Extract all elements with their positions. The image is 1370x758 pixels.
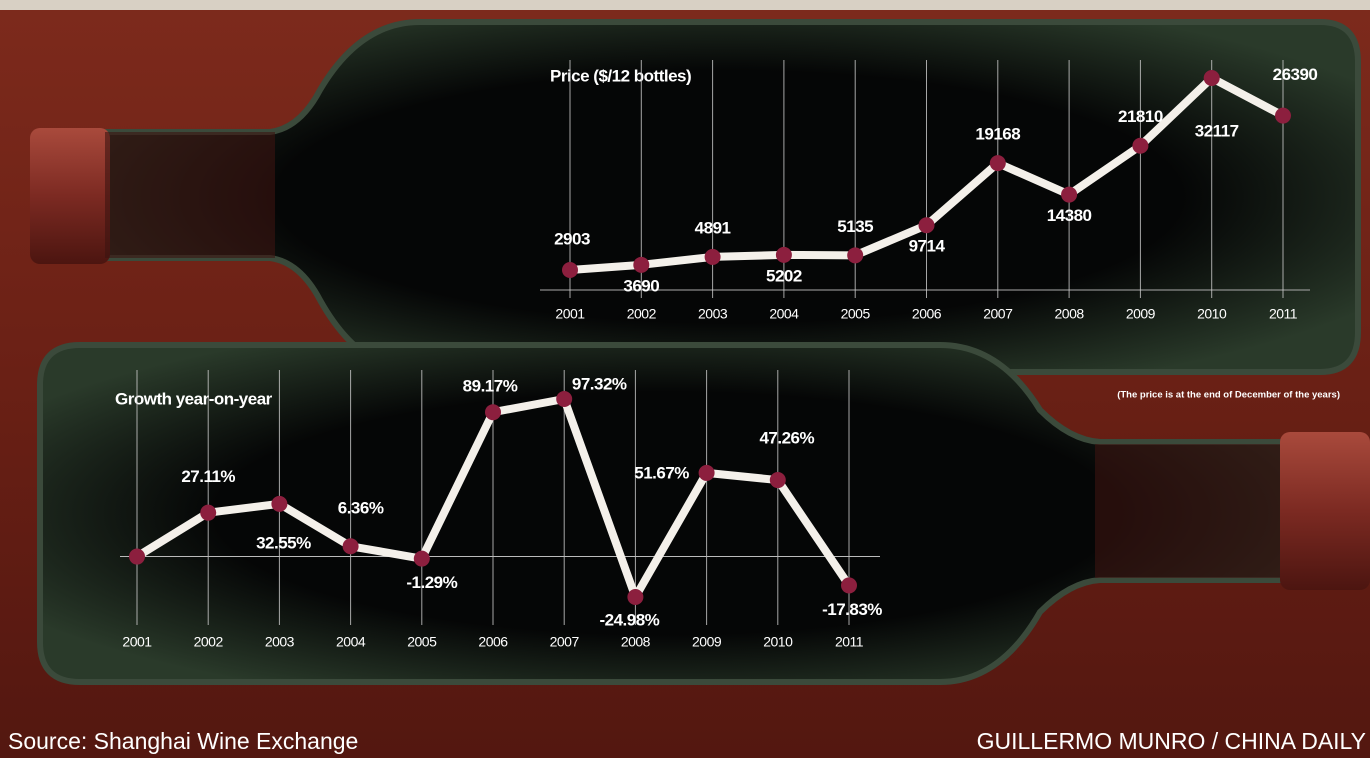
x-tick-label: 2005	[841, 306, 871, 322]
x-tick-label: 2001	[122, 634, 152, 650]
x-tick-label: 2009	[692, 634, 722, 650]
source: Source: Shanghai Wine Exchange	[8, 728, 358, 754]
data-label: 27.11%	[181, 467, 235, 486]
data-point	[342, 538, 359, 555]
data-label: -24.98%	[599, 610, 659, 629]
credit: GUILLERMO MUNRO / CHINA DAILY	[977, 728, 1366, 754]
x-tick-label: 2007	[550, 634, 580, 650]
data-point	[989, 155, 1006, 172]
data-point	[556, 391, 573, 407]
data-point	[775, 246, 792, 263]
x-tick-label: 2002	[194, 634, 224, 650]
data-label: 3690	[623, 276, 659, 295]
data-point	[627, 589, 644, 605]
x-tick-label: 2008	[1055, 306, 1085, 322]
x-tick-label: 2011	[1269, 306, 1298, 322]
x-tick-label: 2006	[478, 634, 508, 650]
x-tick-label: 2010	[763, 634, 793, 650]
data-point	[129, 548, 145, 565]
data-point	[1132, 137, 1149, 154]
data-point	[698, 464, 715, 481]
data-label: -17.83%	[822, 600, 882, 619]
data-label: 32117	[1195, 121, 1239, 140]
data-point	[847, 247, 864, 264]
data-label: 89.17%	[463, 377, 518, 396]
data-point	[413, 550, 430, 567]
x-tick-label: 2002	[627, 306, 657, 322]
data-point	[633, 256, 650, 273]
data-label: 97.32%	[572, 374, 627, 393]
top-strip	[0, 0, 1370, 10]
data-point	[485, 404, 501, 421]
data-point	[200, 504, 217, 521]
x-tick-label: 2001	[555, 306, 585, 322]
bottom-bottle	[37, 342, 1370, 685]
x-tick-label: 2006	[912, 306, 942, 322]
data-point	[704, 248, 721, 265]
data-point	[1275, 107, 1291, 124]
x-tick-label: 2004	[769, 306, 799, 322]
data-point	[769, 472, 786, 489]
note: (The price is at the end of December of …	[1117, 390, 1340, 401]
data-point	[1061, 186, 1078, 203]
x-tick-label: 2008	[621, 634, 651, 650]
top-bottle	[30, 19, 1361, 375]
data-label: 14380	[1047, 206, 1092, 225]
data-label: 19168	[975, 125, 1020, 144]
data-label: 32.55%	[256, 533, 311, 552]
data-label: 5135	[837, 217, 873, 236]
data-label: 5202	[766, 266, 802, 285]
data-label: 6.36%	[338, 499, 384, 518]
data-label: 2903	[554, 229, 590, 248]
x-tick-label: 2003	[265, 634, 295, 650]
data-label: 21810	[1118, 107, 1163, 126]
x-tick-label: 2010	[1197, 306, 1227, 322]
data-label: 9714	[909, 237, 946, 256]
data-point	[1203, 70, 1220, 86]
data-point	[841, 577, 857, 594]
data-label: -1.29%	[406, 573, 457, 592]
data-label: 4891	[695, 218, 731, 237]
data-label: 26390	[1273, 65, 1318, 84]
x-tick-label: 2003	[698, 306, 728, 322]
data-label: 51.67%	[634, 463, 689, 482]
x-tick-label: 2009	[1126, 306, 1156, 322]
data-label: 47.26%	[759, 429, 814, 448]
x-tick-label: 2011	[835, 634, 864, 650]
x-tick-label: 2004	[336, 634, 366, 650]
x-tick-label: 2005	[407, 634, 437, 650]
data-point	[271, 495, 288, 512]
chart-title: Growth year-on-year	[115, 389, 273, 408]
x-tick-label: 2007	[983, 306, 1013, 322]
data-point	[562, 262, 578, 278]
chart-title: Price ($/12 bottles)	[550, 66, 691, 85]
data-point	[918, 217, 935, 234]
